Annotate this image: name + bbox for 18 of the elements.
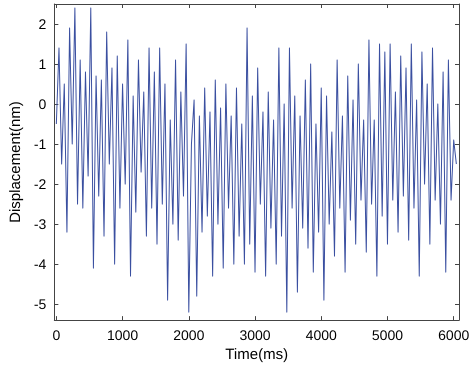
x-tick-label: 4000 [306,327,338,344]
x-tick-label: 0 [52,327,60,344]
y-tick-label: -5 [34,296,47,312]
y-tick-label: 0 [38,96,47,112]
y-axis-title: Displacement(nm) [7,101,24,223]
x-tick-label: 5000 [372,327,404,344]
x-tick-label: 1000 [106,327,138,344]
x-axis-title: Time(ms) [225,346,288,363]
y-tick-label: -4 [34,256,47,272]
y-tick-label: 1 [38,56,47,72]
x-tick-label: 2000 [173,327,205,344]
y-tick-label: -2 [34,176,47,192]
x-tick-label: 3000 [239,327,271,344]
y-tick-label: 2 [38,16,47,32]
x-tick-label: 6000 [438,327,470,344]
y-tick-label: -1 [34,136,47,152]
line-series [56,8,457,313]
y-tick-label: -3 [34,216,47,232]
